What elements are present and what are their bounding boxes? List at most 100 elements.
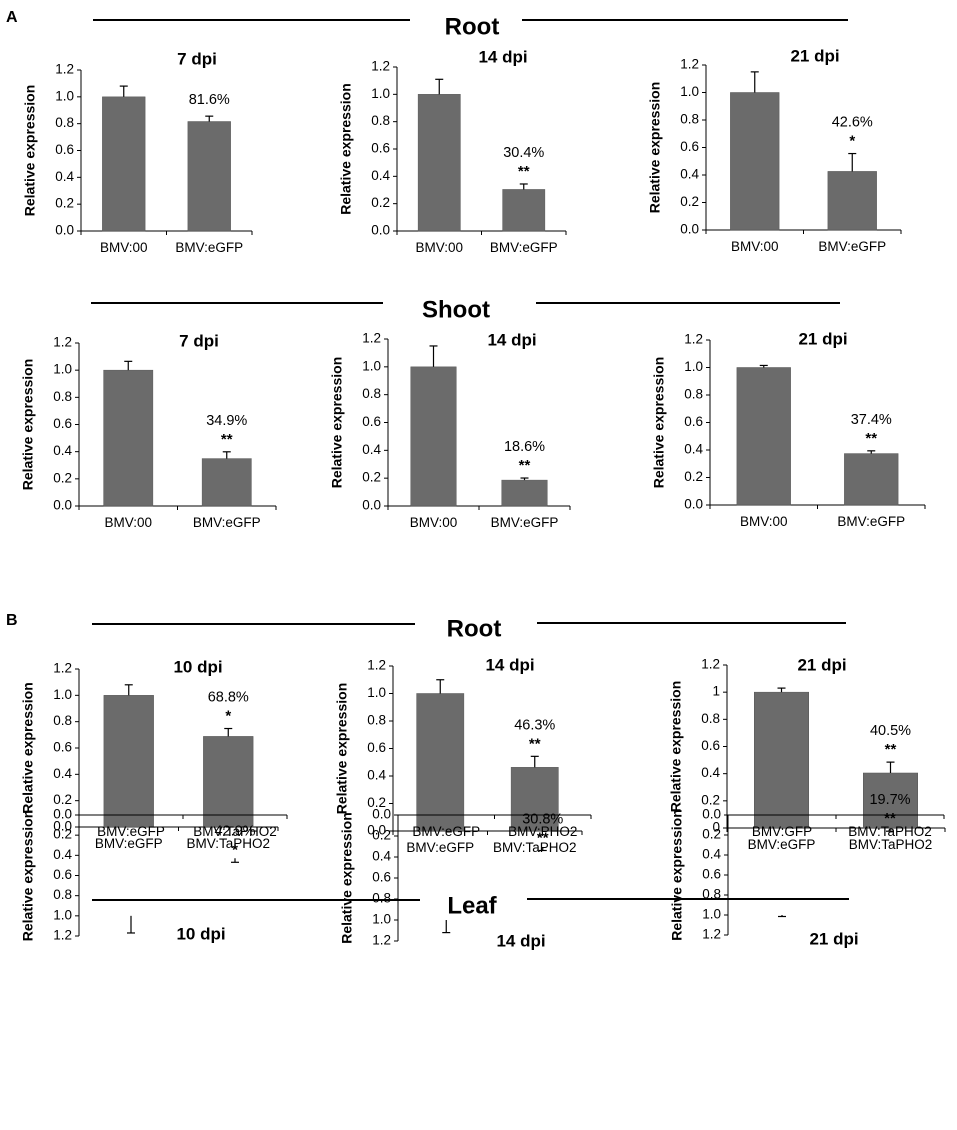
panel-a-root-chart-21-dpi-title: 21 dpi [790,46,839,65]
panel-a-shoot-chart-7-dpi-percent-label: 34.9% [206,413,247,429]
panel-a-root-chart-7-dpi-ytick-label: 0.8 [55,115,74,130]
panel-b-root-chart-21-dpi-category-label: BMV:TaPHO2 [849,837,933,852]
panel-a-root-chart-7-dpi-ytick-label: 1.2 [55,62,74,77]
panel-b-root-chart-14-dpi-ytick-label: 1.0 [367,685,386,700]
panel-b-root-title: Root [447,615,502,642]
panel-b-leaf-chart-21-dpi-ytick-label: 0.0 [702,807,721,822]
panel-a-root-chart-14-dpi-category-label: BMV:eGFP [490,240,558,255]
panel-a-root-chart-21-dpi-ylabel: Relative expression [647,82,663,214]
panel-a-root-chart-14-dpi-ytick-label: 0.2 [371,195,390,210]
panel-b-leaf-chart-14-dpi-ytick-label: 1.2 [372,933,391,948]
panel-a-root-chart-7-dpi-category-label: BMV:eGFP [175,240,243,255]
panel-a-root-chart-21-dpi-significance: * [849,133,855,150]
panel-a-root-chart-14-dpi-percent-label: 30.4% [503,145,544,161]
panel-a-shoot-chart-21-dpi-ytick-label: 0.4 [684,442,703,457]
panel-a-root-chart-21-dpi-ytick-label: 0.2 [680,194,699,209]
panel-b-leaf-chart-21-dpi-ytick-label: 0.6 [702,867,721,882]
panel-letter-a: A [6,9,18,26]
panel-a-shoot-chart-14-dpi-ytick-label: 1.2 [362,331,381,346]
panel-a-shoot-chart-14-dpi-category-label: BMV:00 [410,515,458,530]
panel-a-shoot-chart-14-dpi-bar-bmv-egfp [501,479,548,507]
panel-a-shoot-chart-14-dpi-ytick-label: 0.0 [362,498,381,513]
panel-a-shoot-chart-7-dpi-ylabel: Relative expression [20,359,36,491]
panel-a-root-chart-21-dpi-category-label: BMV:eGFP [818,239,886,254]
panel-b-leaf-chart-21-dpi-ytick-label: 0.4 [702,847,721,862]
panel-b-leaf-chart-10-dpi-category-label: BMV:TaPHO2 [193,824,277,839]
panel-a-root-chart-14-dpi: 14 dpi Relative expression 0.0 0.2 0.4 0.6 0.8… [338,47,567,255]
panel-b-root-chart-14-dpi-ytick-label: 0.4 [367,768,386,783]
panel-b-leaf-chart-21-dpi-ytick-label: 1.2 [702,927,721,942]
panel-b-root-chart-21-dpi-ytick-label: 1 [712,684,720,699]
panel-a-root-chart-21-dpi-percent-label: 42.6% [832,115,873,131]
panel-a-shoot-chart-21-dpi-significance: ** [865,430,877,447]
panel-a-root-chart-7-dpi-title: 7 dpi [177,49,217,68]
panel-b-leaf-chart-21-dpi-title: 21 dpi [809,929,858,948]
panel-b-leaf-chart-21-dpi-category-label: BMV:GFP [752,824,812,839]
panel-a-root-chart-14-dpi-title: 14 dpi [478,47,527,66]
panel-a-shoot-chart-14-dpi-significance: ** [519,457,531,474]
panel-b-root-chart-21-dpi-bar-bmv-egfp [754,691,809,829]
panel-a-root-chart-7-dpi-percent-label: 81.6% [189,92,230,108]
panel-b-leaf-chart-21-dpi-ylabel: Relative expression [669,809,685,941]
panel-a-root-chart-7-dpi-ytick-label: 1.0 [55,88,74,103]
panel-a-shoot-chart-21-dpi-ytick-label: 1.0 [684,359,703,374]
panel-b-leaf-chart-10-dpi-significance: * [232,841,238,858]
panel-a-root-chart-14-dpi-ytick-label: 0.4 [371,168,390,183]
panel-a-root-title: Root [445,13,500,40]
panel-a-shoot-chart-21-dpi-category-label: BMV:eGFP [837,514,905,529]
panel-b-root-chart-10-dpi-ytick-label: 0.8 [53,713,72,728]
panel-b-leaf-chart-10-dpi-category-label: BMV:eGFP [97,824,165,839]
panel-b-leaf-chart-10-dpi-ytick-label: 1.0 [53,907,72,922]
panel-a-root-chart-14-dpi-ytick-label: 0.8 [371,113,390,128]
panel-a-root-chart-21-dpi-bar-bmv-00 [730,92,780,231]
panel-a-shoot-chart-21-dpi-percent-label: 37.4% [851,412,892,428]
panel-letter-b: B [6,612,18,629]
panel-b-root-chart-14-dpi-title: 14 dpi [485,655,534,674]
panel-b-leaf-chart-14-dpi-significance: ** [537,829,549,846]
panel-b-leaf-chart-10-dpi-ytick-label: 0.8 [53,887,72,902]
panel-a-shoot-chart-14-dpi-ytick-label: 0.4 [362,442,381,457]
panel-b-root-chart-21-dpi-bar-bmv-tapho2 [863,772,918,829]
panel-a-shoot-chart-7-dpi-title: 7 dpi [179,331,219,350]
panel-b-leaf-chart-21-dpi-percent-label: 19.7% [869,792,910,808]
panel-b-leaf-chart-10-dpi-percent-label: 42.9% [214,823,255,839]
panel-a-shoot-chart-14-dpi-ytick-label: 1.0 [362,358,381,373]
panel-b-root-chart-21-dpi-ytick-label: 0.6 [701,738,720,753]
panel-b-root-chart-21-dpi-ytick-label: 0 [712,820,720,835]
panel-a-shoot-chart-14-dpi-percent-label: 18.6% [504,439,545,455]
panel-a-shoot-chart-21-dpi-ytick-label: 1.2 [684,332,703,347]
panel-b-leaf-chart-14-dpi-percent-label: 30.8% [522,811,563,827]
panel-b-leaf-chart-14-dpi-title: 14 dpi [496,931,545,950]
panel-b-leaf-chart-10-dpi-ylabel: Relative expression [20,810,36,942]
panel-a-root-chart-14-dpi-significance: ** [518,163,530,180]
panel-a-shoot-chart-7-dpi-bar-bmv-00 [103,369,154,507]
panel-a-root-chart-21-dpi: 21 dpi Relative expression 0.0 0.2 0.4 0.6 0.8… [647,46,902,254]
panel-a-shoot-chart-7-dpi-significance: ** [221,431,233,448]
panel-a-root-chart-7-dpi-ytick-label: 0.6 [55,142,74,157]
panel-a-shoot-chart-14-dpi: 14 dpi Relative expression 0.0 0.2 0.4 0.6 0.8… [329,330,571,530]
panel-a-shoot-chart-7-dpi-category-label: BMV:eGFP [193,515,261,530]
panel-b-root-chart-21-dpi-percent-label: 40.5% [870,723,911,739]
panel-b-leaf-chart-10-dpi-ytick-label: 0.4 [53,847,72,862]
panel-a-shoot-chart-7-dpi-ytick-label: 1.0 [53,362,72,377]
panel-b-root-chart-14-dpi-ytick-label: 0.2 [367,795,386,810]
panel-b-leaf-chart-10-dpi-ytick-label: 0.2 [53,827,72,842]
panel-a-shoot-title: Shoot [422,296,490,323]
panel-a-root-chart-21-dpi-ytick-label: 0.6 [680,139,699,154]
panel-a-shoot-chart-21-dpi-category-label: BMV:00 [740,514,788,529]
panel-a-root-chart-14-dpi-ylabel: Relative expression [338,83,354,215]
panel-a-root-chart-21-dpi-ytick-label: 1.2 [680,57,699,72]
panel-a-shoot-chart-7-dpi: 7 dpi Relative expression 0.0 0.2 0.4 0.6 0.8 1… [20,331,277,530]
panel-a-root-chart-14-dpi-ytick-label: 1.2 [371,59,390,74]
panel-a-shoot-chart-21-dpi-ylabel: Relative expression [651,357,667,489]
panel-b-leaf-chart-14-dpi-ytick-label: 1.0 [372,912,391,927]
panel-b-root-chart-10-dpi-bar-bmv-egfp [103,695,154,828]
panel-b-root-chart-21-dpi-ylabel: Relative expression [668,681,684,813]
panel-b-leaf-chart-21-dpi-significance: ** [884,810,896,827]
panel-a-root-chart-14-dpi-ytick-label: 0.0 [371,223,390,238]
panel-a-shoot-chart-7-dpi-ytick-label: 1.2 [53,335,72,350]
panel-b-root-chart-21-dpi-significance: ** [885,741,897,758]
panel-b-root-chart-14-dpi-significance: ** [529,735,541,752]
panel-b-leaf-chart-10-dpi-ytick-label: 0.6 [53,867,72,882]
panel-a-shoot-chart-21-dpi-ytick-label: 0.8 [684,387,703,402]
